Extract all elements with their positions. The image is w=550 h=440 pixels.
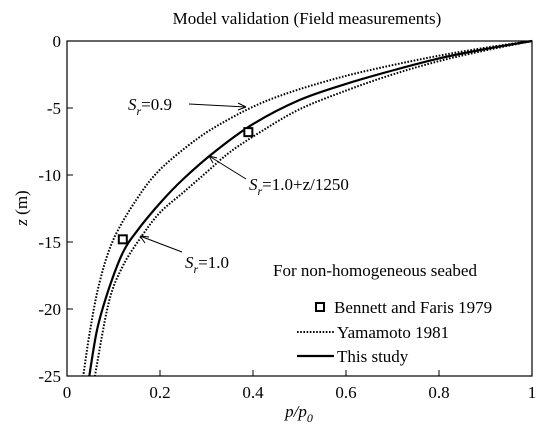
x-tick-label: 0.6 xyxy=(335,383,356,402)
x-tick-label: 0 xyxy=(63,383,72,402)
annotation-subscript: r xyxy=(194,262,199,276)
x-tick-label: 1 xyxy=(528,383,537,402)
y-axis-label-variable: z xyxy=(12,219,31,227)
series-line-sr-1-0 xyxy=(93,40,533,377)
legend-marker-square-icon xyxy=(315,302,325,312)
x-tick-label: 0.2 xyxy=(149,383,170,402)
legend-label-this-study: This study xyxy=(337,347,409,366)
annotation-arrow-sr09 xyxy=(188,103,247,108)
annotation-symbol: S xyxy=(185,253,194,272)
chart-title: Model validation (Field measurements) xyxy=(173,9,442,28)
legend-title: For non-homogeneous seabed xyxy=(273,261,477,280)
legend: For non-homogeneous seabed Bennett and F… xyxy=(273,261,492,366)
series-layer xyxy=(82,39,533,377)
annotation-subscript: r xyxy=(258,184,263,198)
legend-label-yamamoto: Yamamoto 1981 xyxy=(337,323,449,342)
annotation-arrow-srz xyxy=(208,155,247,180)
annotation-arrow-sr10 xyxy=(139,235,183,253)
annotation-arrowhead-srz xyxy=(208,155,218,164)
annotation-subscript: r xyxy=(137,104,142,118)
x-axis: 0 0.2 0.4 0.6 0.8 1 xyxy=(63,370,537,402)
series-line-sr-0-9 xyxy=(82,40,533,377)
y-axis-label-unit: (m) xyxy=(12,190,31,219)
y-tick-label: 0 xyxy=(53,32,62,51)
y-tick-label: -25 xyxy=(38,367,61,386)
annotations: Sr=0.9 Sr=1.0+z/1250 Sr=1.0 xyxy=(128,95,349,276)
x-tick-label: 0.4 xyxy=(242,383,264,402)
y-tick-label: -5 xyxy=(47,99,61,118)
y-tick-label: -20 xyxy=(38,300,61,319)
y-tick-label: -10 xyxy=(38,166,61,185)
annotation-value: =1.0 xyxy=(198,253,229,272)
annotation-value: =0.9 xyxy=(141,95,172,114)
x-tick-label: 0.8 xyxy=(428,383,449,402)
legend-label-bennett: Bennett and Faris 1979 xyxy=(334,298,492,317)
data-point-bennett-faris xyxy=(117,234,128,245)
annotation-symbol: S xyxy=(249,175,258,194)
y-axis-label: z (m) xyxy=(12,190,31,226)
x-axis-label-main: p/p xyxy=(284,402,307,421)
annotation-arrowhead-sr09 xyxy=(237,102,247,111)
y-tick-label: -15 xyxy=(38,233,61,252)
x-axis-label-subscript: 0 xyxy=(307,411,313,425)
series-line-this-study xyxy=(88,39,533,377)
annotation-value: =1.0+z/1250 xyxy=(262,175,349,194)
annotation-srz: Sr=1.0+z/1250 xyxy=(249,175,349,198)
annotation-sr10: Sr=1.0 xyxy=(185,253,229,276)
annotation-symbol: S xyxy=(128,95,137,114)
annotation-sr09: Sr=0.9 xyxy=(128,95,172,118)
y-axis: 0 -5 -10 -15 -20 -25 xyxy=(38,32,73,386)
annotation-arrowhead-sr10 xyxy=(139,235,150,244)
x-axis-label: p/p0 xyxy=(284,402,313,425)
data-point-bennett-faris xyxy=(243,127,254,138)
plot-frame xyxy=(66,40,533,377)
